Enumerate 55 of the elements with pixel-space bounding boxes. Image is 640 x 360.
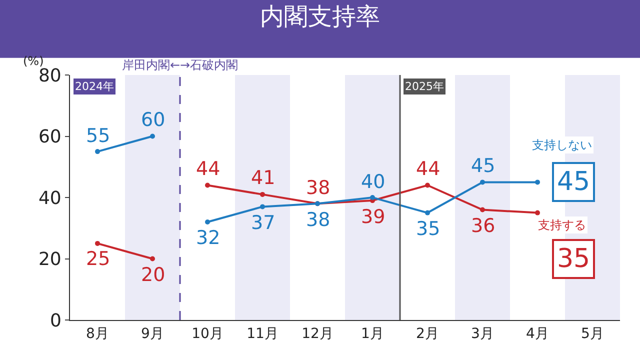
data-label: 55	[86, 125, 110, 147]
text: 支持しない	[532, 138, 592, 152]
data-label: 38	[306, 209, 330, 231]
point	[95, 240, 100, 246]
data-label: 37	[251, 212, 276, 234]
point	[425, 182, 430, 188]
data-label: 36	[471, 215, 496, 237]
x-tick-label: 4月	[526, 326, 549, 342]
annotation: 2024年	[75, 80, 114, 93]
point	[535, 180, 540, 185]
data-label: 35	[557, 244, 590, 274]
point	[260, 192, 265, 197]
point	[205, 220, 210, 224]
x-tick-label: 8月	[86, 326, 109, 342]
point	[425, 210, 430, 216]
point	[95, 149, 100, 154]
y-tick-label: 60	[38, 126, 62, 148]
x-tick-label: 3月	[471, 326, 494, 342]
x-tick-label: 1月	[361, 326, 384, 342]
data-label: 39	[361, 206, 386, 228]
point	[370, 195, 375, 200]
chart-title: 内閣支持率	[260, 2, 380, 31]
x-tick-label: 5月	[581, 326, 604, 342]
data-label: 40	[361, 171, 386, 193]
point	[480, 207, 485, 212]
data-label: 45	[557, 167, 590, 197]
series-label: 支持する	[538, 218, 586, 232]
y-tick-label: 20	[38, 249, 62, 270]
y-tick-label: 80	[38, 65, 62, 86]
point	[535, 210, 540, 216]
point	[480, 180, 485, 185]
x-tick-label: 10月	[192, 326, 224, 342]
y-tick-label: 40	[38, 188, 62, 209]
data-label: 35	[416, 218, 440, 240]
data-label: 45	[471, 155, 496, 177]
x-tick-label: 12月	[302, 326, 334, 342]
data-label: 20	[141, 264, 166, 286]
point	[205, 182, 210, 188]
x-tick-label: 2月	[416, 326, 439, 342]
data-label: 32	[196, 227, 220, 249]
data-label: 44	[196, 158, 220, 180]
data-label: 60	[141, 109, 166, 131]
ref-line-label: 2025年	[405, 80, 444, 93]
y-axis-title: (%)	[23, 54, 44, 68]
x-tick-label: 9月	[141, 326, 164, 342]
data-label: 38	[306, 177, 330, 199]
data-label: 25	[86, 248, 110, 270]
data-label: 41	[251, 167, 276, 189]
point	[150, 256, 155, 262]
ref-line-label: 岸田内閣←→石破内閣	[122, 58, 238, 72]
data-label: 44	[416, 158, 440, 180]
point	[260, 204, 265, 210]
y-tick-label: 0	[50, 310, 62, 332]
point	[150, 134, 155, 139]
x-tick-label: 11月	[246, 326, 278, 342]
